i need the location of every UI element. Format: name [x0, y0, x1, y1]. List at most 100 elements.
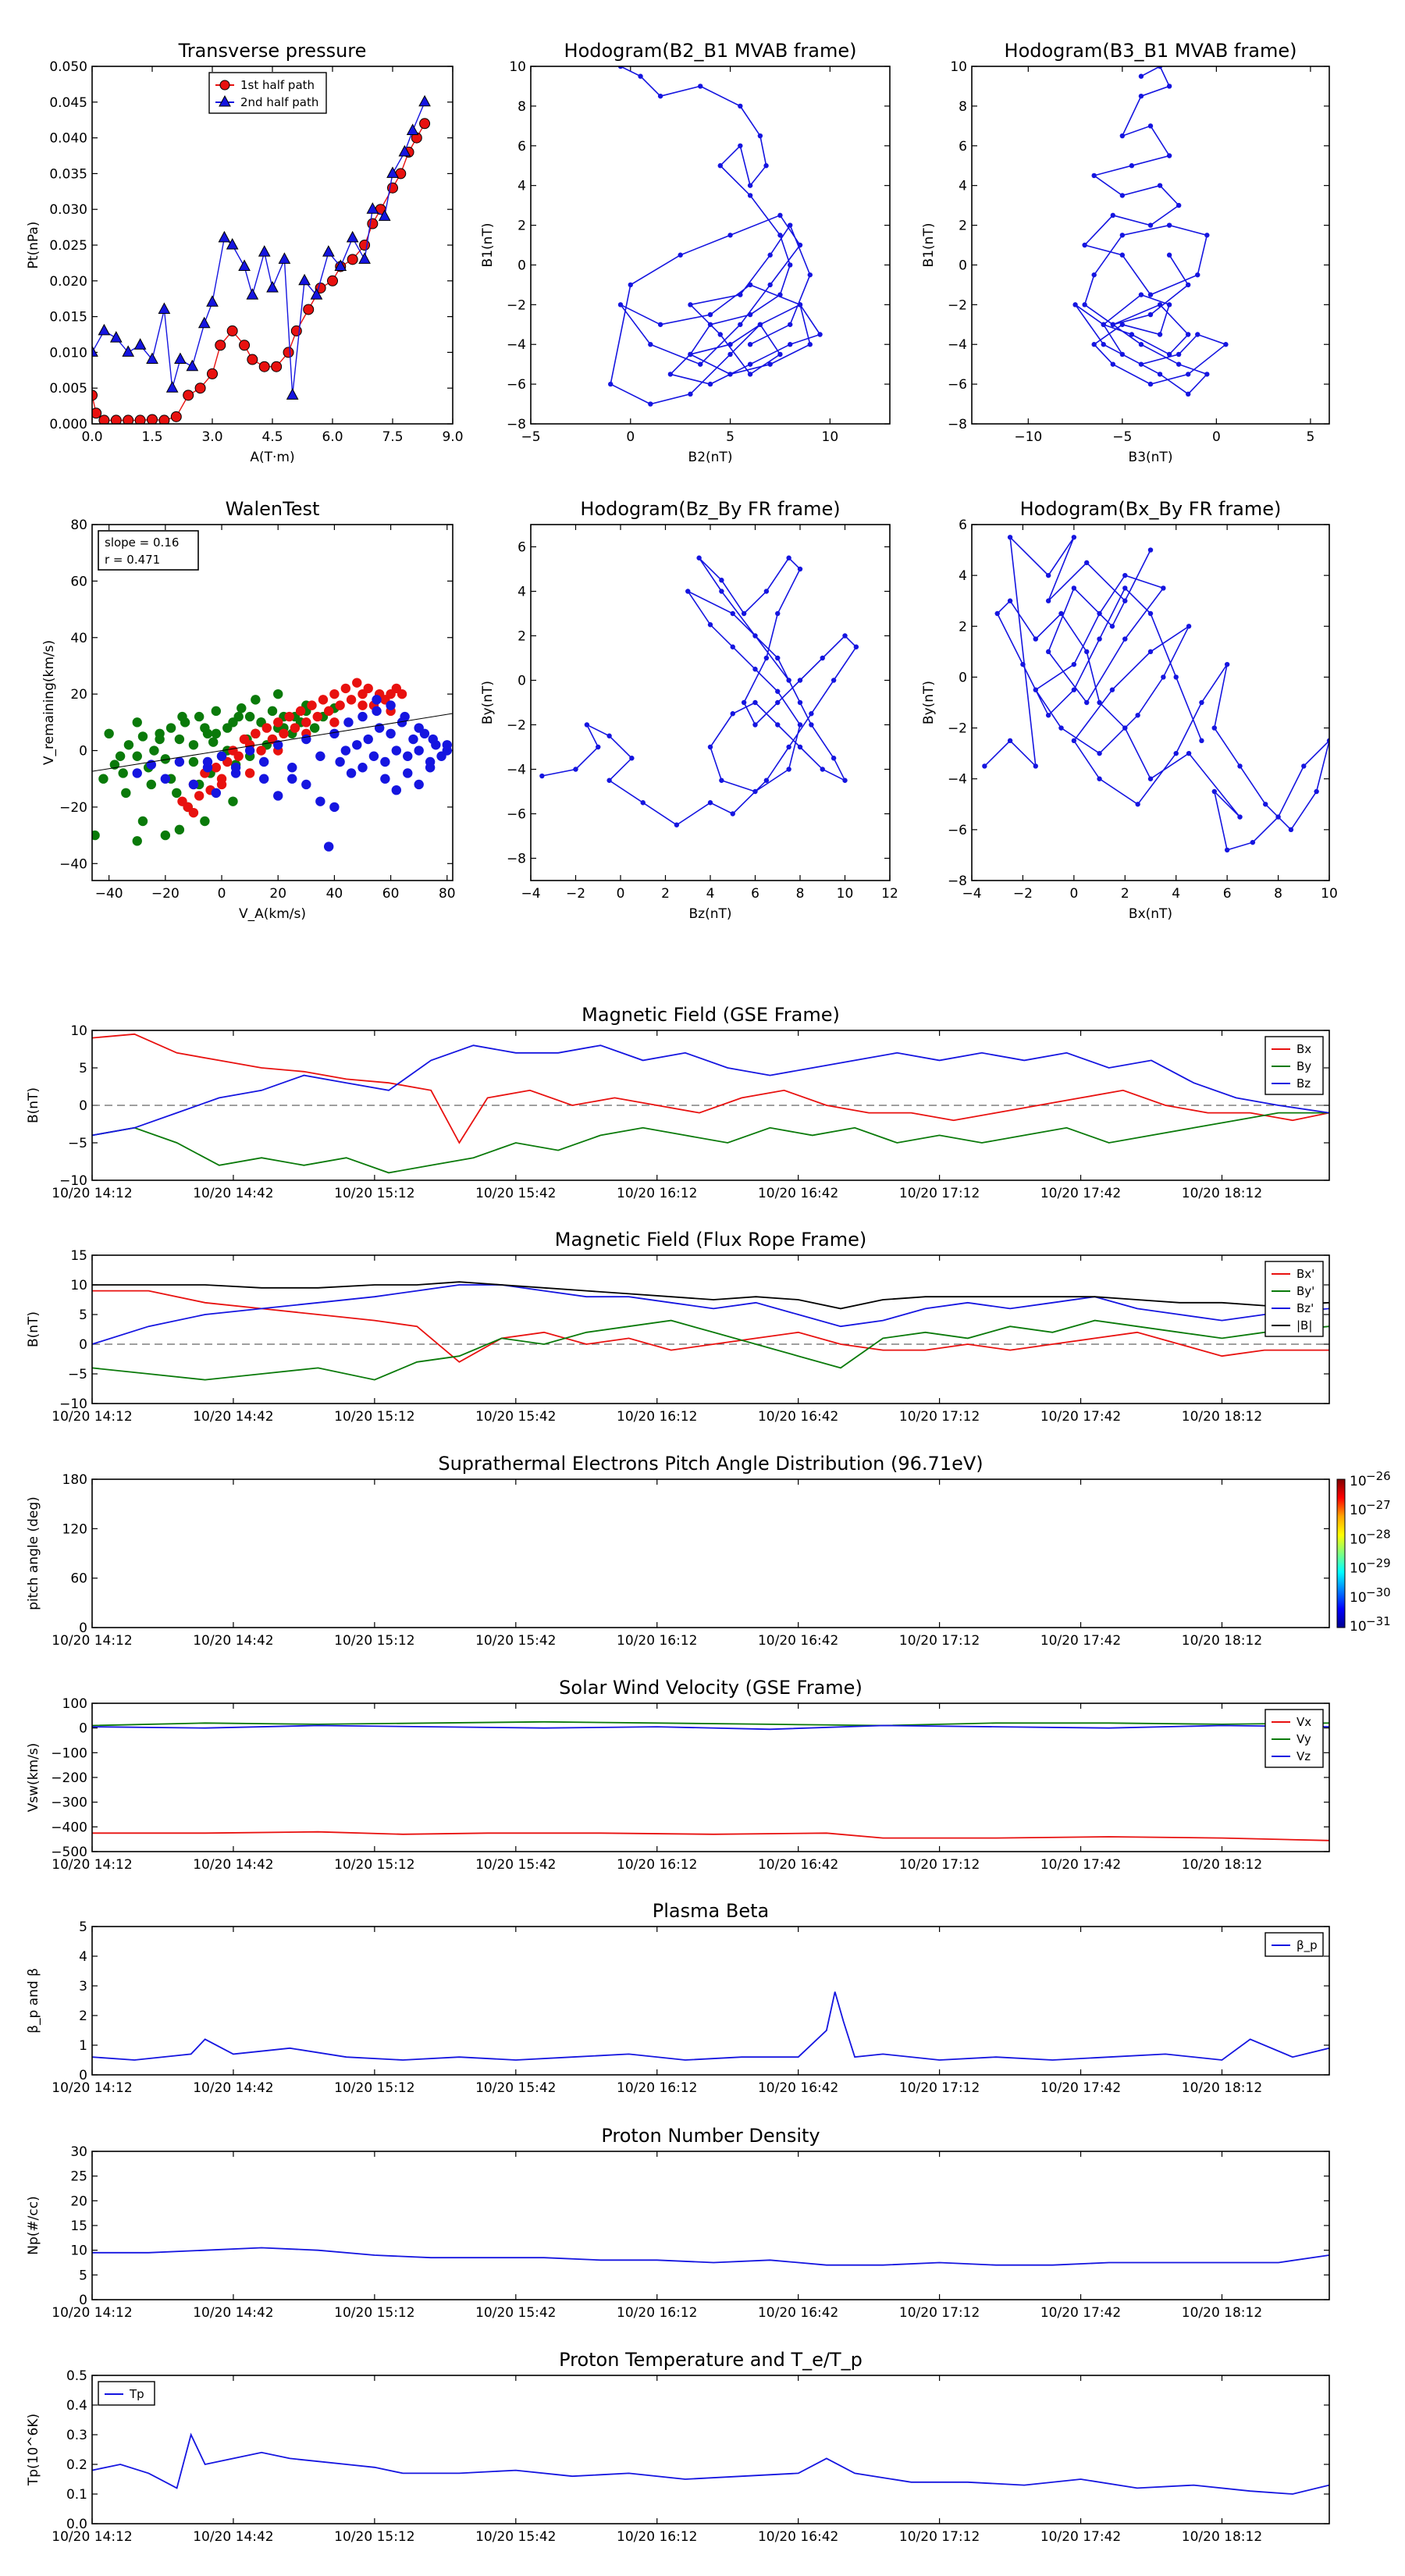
- data-point: [698, 361, 703, 367]
- axes-frame: [971, 524, 1330, 881]
- data-point-triangle: [258, 245, 271, 257]
- data-point: [1101, 342, 1106, 347]
- x-tick-label: 10/20 17:12: [899, 2080, 980, 2096]
- data-point: [1195, 332, 1200, 337]
- data-point: [372, 706, 382, 717]
- data-point: [137, 816, 148, 827]
- y-tick-label: 0.035: [49, 166, 87, 182]
- y-axis-label: β_p and β: [26, 1968, 41, 2033]
- data-point: [1250, 839, 1256, 845]
- data-point: [685, 589, 691, 594]
- y-tick-label: −500: [51, 1845, 87, 1860]
- data-point: [741, 610, 747, 617]
- data-point: [323, 706, 334, 717]
- data-point: [688, 351, 693, 358]
- data-point-triangle: [146, 352, 158, 365]
- chart-title: WalenTest: [226, 498, 320, 520]
- data-point: [786, 744, 791, 750]
- data-point: [1195, 272, 1200, 278]
- y-tick-label: −2: [507, 718, 526, 734]
- data-point: [757, 133, 763, 139]
- y-tick-label: 40: [70, 631, 87, 646]
- data-point: [1147, 292, 1154, 297]
- panel-h3: Hodogram(Bz_By FR frame) −4 −2 0 2 4 6 8 10 12 −8 −…: [480, 498, 898, 922]
- data-point-triangle: [165, 381, 179, 393]
- data-point: [1301, 763, 1307, 769]
- data-point-circle: [239, 340, 251, 351]
- chart-title: Magnetic Field (Flux Rope Frame): [555, 1229, 866, 1251]
- data-point-triangle: [122, 345, 135, 357]
- x-tick-label: 10/20 17:42: [1040, 1857, 1121, 1873]
- data-point: [137, 731, 148, 742]
- x-tick-label: 10/20 15:42: [475, 1409, 556, 1425]
- data-point-triangle: [298, 273, 311, 286]
- data-point: [719, 777, 724, 783]
- y-tick-label: 180: [62, 1472, 87, 1488]
- y-tick-label: −2: [948, 297, 967, 313]
- data-point: [312, 711, 322, 722]
- plot-area: [92, 94, 431, 424]
- axes-frame: [91, 1254, 1330, 1404]
- data-point: [1082, 242, 1087, 248]
- data-point: [1110, 212, 1115, 219]
- x-tick-label: 10/20 14:42: [193, 2305, 273, 2321]
- legend-label: |B|: [1297, 1318, 1312, 1332]
- data-point: [1224, 847, 1230, 853]
- legend-label: By': [1297, 1284, 1314, 1298]
- y-tick-label: −8: [507, 852, 526, 867]
- data-point: [267, 706, 278, 717]
- y-tick-label: 20: [70, 687, 87, 703]
- data-point: [174, 756, 185, 767]
- y-tick-label: 0: [518, 674, 526, 689]
- colorbar-exponent: −30: [1366, 1585, 1391, 1599]
- panel-pb: Plasma Beta 10/20 14:12 10/20 14:42 10/20 1…: [26, 1900, 1330, 2096]
- data-point: [335, 700, 345, 710]
- x-tick-label: 4.5: [261, 429, 283, 445]
- data-point: [352, 740, 362, 750]
- data-point: [290, 723, 301, 733]
- data-point: [340, 683, 351, 694]
- y-axis-label: V_remaining(km/s): [41, 640, 57, 765]
- data-point: [315, 796, 325, 806]
- x-tick-label: 10/20 16:42: [758, 1186, 838, 1201]
- data-point: [1045, 598, 1051, 603]
- x-axis-label: B2(nT): [688, 450, 733, 465]
- data-point: [194, 791, 205, 801]
- data-point: [414, 723, 424, 733]
- x-tick-label: 10/20 15:42: [475, 1186, 556, 1201]
- y-tick-label: 0.030: [49, 202, 87, 218]
- data-point: [1058, 725, 1064, 731]
- x-tick-label: 4: [1172, 886, 1180, 902]
- x-tick-label: 10/20 17:12: [899, 2529, 980, 2545]
- data-point: [1071, 687, 1077, 692]
- data-point: [391, 785, 402, 795]
- data-point: [340, 745, 351, 756]
- y-tick-label: 0.015: [49, 310, 87, 326]
- plot-area: [92, 2247, 1329, 2266]
- panel-tp: Transverse pressure 0.0 1.5 3.0 4.5 6.0 7.5 9.0…: [26, 40, 464, 465]
- plot-area: [92, 678, 453, 852]
- x-tick-label: 10/20 16:42: [758, 2305, 838, 2321]
- data-point-triangle: [266, 280, 279, 293]
- data-point-triangle: [358, 252, 371, 264]
- data-point: [244, 711, 255, 722]
- data-point: [648, 401, 653, 407]
- data-point: [763, 589, 770, 594]
- y-tick-label: 2: [518, 219, 526, 234]
- data-point: [228, 796, 238, 806]
- data-point: [1186, 391, 1191, 397]
- data-point: [177, 711, 187, 722]
- data-point: [820, 655, 825, 661]
- chart-title: Transverse pressure: [178, 40, 367, 62]
- x-tick-label: 10/20 16:12: [617, 1633, 697, 1649]
- data-point: [315, 751, 325, 761]
- data-point: [386, 688, 396, 699]
- data-point-triangle: [378, 209, 391, 221]
- x-tick-label: 10: [837, 886, 854, 902]
- y-tick-label: 0.1: [66, 2487, 87, 2503]
- y-tick-label: 100: [62, 1696, 87, 1712]
- data-point-triangle: [197, 316, 211, 329]
- data-point: [343, 717, 354, 728]
- data-point: [160, 774, 171, 784]
- x-tick-label: −40: [95, 886, 123, 902]
